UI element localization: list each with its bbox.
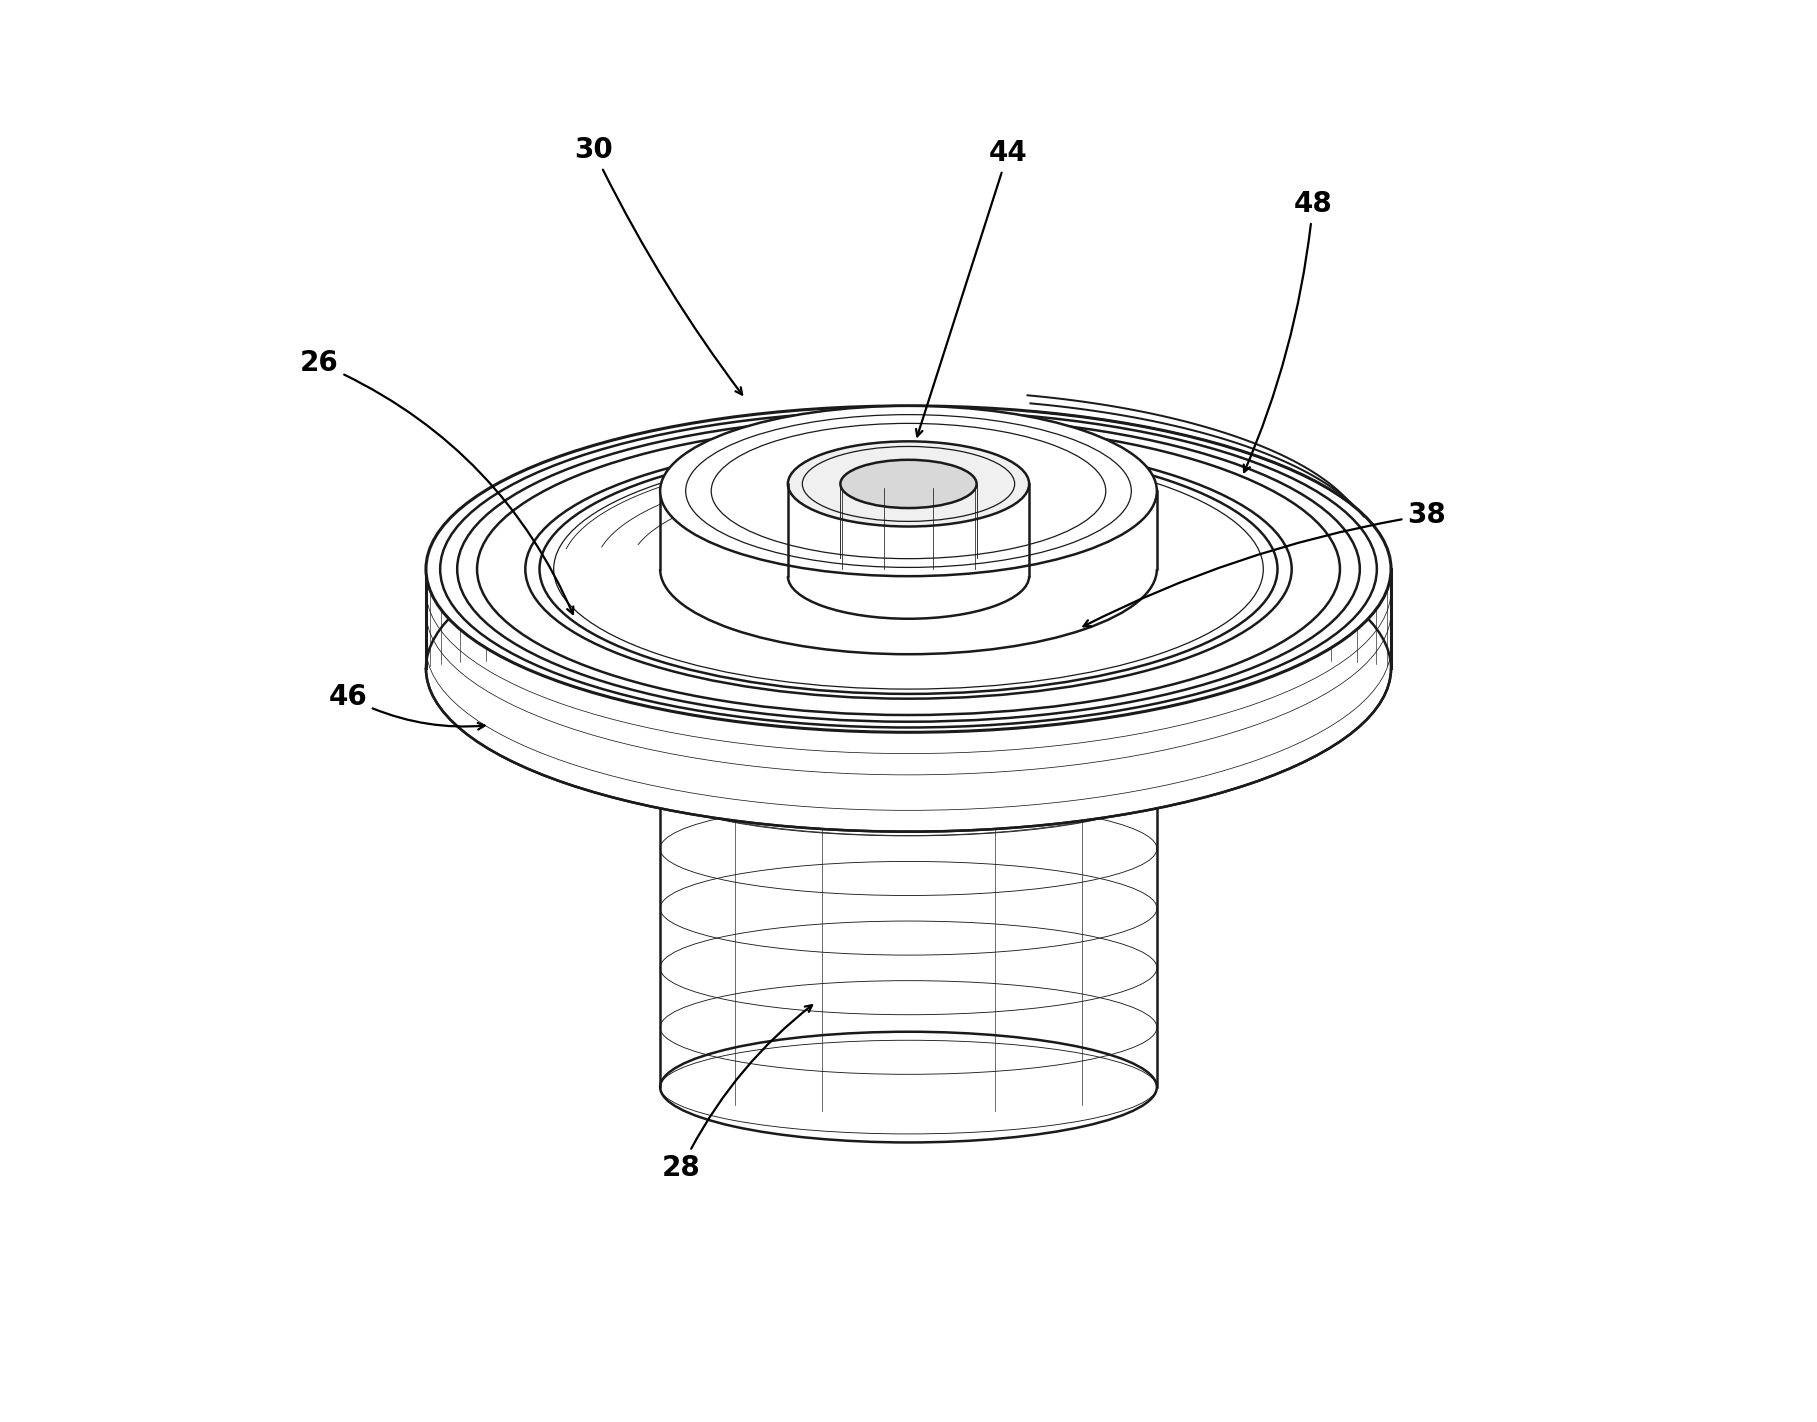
Text: 38: 38 bbox=[1083, 501, 1446, 626]
Ellipse shape bbox=[789, 441, 1028, 526]
Text: 44: 44 bbox=[916, 139, 1027, 437]
Ellipse shape bbox=[660, 1032, 1157, 1142]
Text: 30: 30 bbox=[574, 137, 741, 394]
Text: 46: 46 bbox=[329, 683, 485, 729]
Text: 48: 48 bbox=[1243, 191, 1332, 472]
Ellipse shape bbox=[540, 444, 1277, 694]
Ellipse shape bbox=[425, 405, 1392, 732]
Ellipse shape bbox=[660, 405, 1157, 576]
Text: 26: 26 bbox=[300, 350, 574, 614]
Text: 28: 28 bbox=[661, 1005, 812, 1182]
Ellipse shape bbox=[841, 459, 976, 508]
Ellipse shape bbox=[425, 505, 1392, 832]
